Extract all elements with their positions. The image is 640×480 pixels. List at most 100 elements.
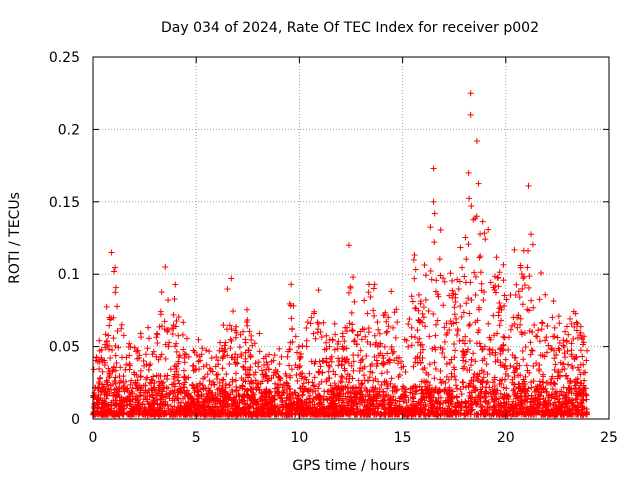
data-point xyxy=(303,337,310,344)
data-point xyxy=(412,388,419,395)
data-point xyxy=(509,322,516,329)
data-point xyxy=(463,256,470,263)
data-point xyxy=(216,390,223,397)
data-point xyxy=(220,321,227,328)
data-point xyxy=(299,392,306,399)
data-point xyxy=(419,346,426,353)
data-point xyxy=(472,394,479,401)
data-point xyxy=(300,380,307,387)
data-point xyxy=(309,388,316,395)
plot-frame xyxy=(92,56,610,420)
data-point xyxy=(374,388,381,395)
data-point xyxy=(540,373,547,380)
data-point xyxy=(222,339,229,346)
data-point xyxy=(533,411,540,418)
data-point xyxy=(362,333,369,340)
data-point xyxy=(553,391,560,398)
data-point xyxy=(443,320,450,327)
data-point xyxy=(306,370,313,377)
data-point xyxy=(503,296,510,303)
data-point xyxy=(320,396,327,403)
data-point xyxy=(250,405,257,412)
data-point xyxy=(361,297,368,304)
data-point xyxy=(105,332,112,339)
data-point xyxy=(171,397,178,404)
data-point xyxy=(146,362,153,369)
data-point xyxy=(462,333,469,340)
data-point xyxy=(475,327,482,334)
data-point xyxy=(466,310,473,317)
data-point xyxy=(580,333,587,340)
data-point xyxy=(216,379,223,386)
data-point xyxy=(421,378,428,385)
data-point xyxy=(151,398,158,405)
data-point xyxy=(465,322,472,329)
data-point xyxy=(118,394,125,401)
data-point xyxy=(127,412,134,419)
data-point xyxy=(351,338,358,345)
data-point xyxy=(448,401,455,408)
data-point xyxy=(190,367,197,374)
data-point xyxy=(127,344,134,351)
data-point xyxy=(316,392,323,399)
data-point xyxy=(114,303,121,310)
data-point xyxy=(284,402,291,409)
data-point xyxy=(166,390,173,397)
data-point xyxy=(233,403,240,410)
data-point xyxy=(402,388,409,395)
data-point xyxy=(262,370,269,377)
data-point xyxy=(237,331,244,338)
data-point xyxy=(339,409,346,416)
data-point xyxy=(520,376,527,383)
data-point xyxy=(159,380,166,387)
data-point xyxy=(323,332,330,339)
data-point xyxy=(348,393,355,400)
data-point xyxy=(128,377,135,384)
data-point xyxy=(501,292,508,299)
data-point xyxy=(102,331,109,338)
data-point xyxy=(528,297,535,304)
data-point xyxy=(228,354,235,361)
data-point xyxy=(441,324,448,331)
data-point xyxy=(511,391,518,398)
data-point xyxy=(150,396,157,403)
data-point xyxy=(455,399,462,406)
data-point xyxy=(377,350,384,357)
data-point xyxy=(157,353,164,360)
data-point xyxy=(326,343,333,350)
data-point xyxy=(485,320,492,327)
data-point xyxy=(450,388,457,395)
data-point xyxy=(435,389,442,396)
data-point xyxy=(564,348,571,355)
data-point xyxy=(442,399,449,406)
data-point xyxy=(437,367,444,374)
data-point xyxy=(329,387,336,394)
data-point xyxy=(378,370,385,377)
data-point xyxy=(273,370,280,377)
data-point xyxy=(349,327,356,334)
data-point xyxy=(181,374,188,381)
data-point xyxy=(134,385,141,392)
data-point xyxy=(538,389,545,396)
data-point xyxy=(119,399,126,406)
data-point xyxy=(338,402,345,409)
data-point xyxy=(262,388,269,395)
data-point xyxy=(170,325,177,332)
data-point xyxy=(432,346,439,353)
data-point xyxy=(194,398,201,405)
data-point xyxy=(451,354,458,361)
data-point xyxy=(452,347,459,354)
data-point xyxy=(576,367,583,374)
data-point xyxy=(385,399,392,406)
data-point xyxy=(428,397,435,404)
data-point xyxy=(556,320,563,327)
data-point xyxy=(255,359,262,366)
data-point xyxy=(210,397,217,404)
data-point xyxy=(346,320,353,327)
data-point xyxy=(209,368,216,375)
data-point xyxy=(161,318,168,325)
data-point xyxy=(577,323,584,330)
data-point xyxy=(364,377,371,384)
data-point xyxy=(133,382,140,389)
data-point xyxy=(408,333,415,340)
